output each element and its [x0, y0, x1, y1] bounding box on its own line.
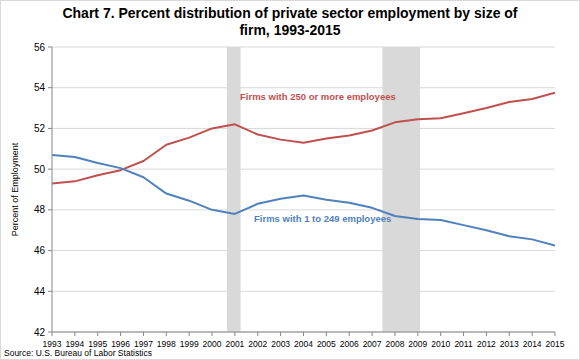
grid-line	[52, 169, 555, 170]
y-tick-label: 54	[34, 82, 46, 93]
y-tick	[48, 87, 52, 88]
grid-line	[52, 209, 555, 210]
title-line: firm, 1993-2015	[239, 22, 340, 38]
x-tick-label: 1999	[180, 339, 199, 349]
x-tick-label: 2014	[523, 339, 542, 349]
x-tick	[349, 332, 350, 336]
shaded-range	[227, 47, 241, 332]
x-tick-label: 2006	[340, 339, 359, 349]
y-axis	[52, 47, 53, 332]
y-tick-label: 48	[34, 204, 46, 215]
y-tick	[48, 47, 52, 48]
title: Chart 7. Percent distribution of private…	[62, 5, 517, 38]
grid-line	[52, 250, 555, 251]
series-line	[52, 155, 555, 246]
y-tick	[48, 209, 52, 210]
x-tick-label: 2000	[203, 339, 222, 349]
y-tick	[48, 250, 52, 251]
x-tick-label: 2004	[294, 339, 313, 349]
x-tick	[532, 332, 533, 336]
x-tick	[212, 332, 213, 336]
y-tick	[48, 291, 52, 292]
x-tick	[303, 332, 304, 336]
x-tick	[280, 332, 281, 336]
x-tick	[143, 332, 144, 336]
x-tick-label: 2002	[248, 339, 267, 349]
x-tick	[326, 332, 327, 336]
x-tick-label: 2008	[385, 339, 404, 349]
y-tick-label: 46	[34, 245, 46, 256]
x-tick-label: 2012	[477, 339, 496, 349]
x-tick-label: 2015	[546, 339, 565, 349]
x-tick	[166, 332, 167, 336]
x-tick	[555, 332, 556, 336]
x-tick	[97, 332, 98, 336]
y-tick-label: 42	[34, 327, 46, 338]
source: Source: U.S. Bureau of Labor Statistics	[4, 348, 152, 358]
x-tick	[417, 332, 418, 336]
x-tick-label: 1998	[157, 339, 176, 349]
x-tick	[372, 332, 373, 336]
shaded-range	[382, 47, 420, 332]
x-tick	[74, 332, 75, 336]
grid-line	[52, 128, 555, 129]
y-tick	[48, 169, 52, 170]
y-axis-label: Percent of Employment	[10, 142, 20, 236]
x-tick-label: 2009	[408, 339, 427, 349]
chart: 4244464850525456199319941995199619971998…	[0, 0, 580, 360]
plot-area	[52, 47, 555, 332]
x-tick	[52, 332, 53, 336]
x-tick-label: 2001	[225, 339, 244, 349]
x-tick-label: 2010	[431, 339, 450, 349]
x-tick	[486, 332, 487, 336]
x-tick	[189, 332, 190, 336]
y-tick-label: 52	[34, 123, 46, 134]
x-tick	[509, 332, 510, 336]
title-line: Chart 7. Percent distribution of private…	[62, 5, 517, 21]
x-tick-label: 2011	[454, 339, 473, 349]
x-tick	[440, 332, 441, 336]
x-tick	[394, 332, 395, 336]
x-tick-label: 2005	[317, 339, 336, 349]
chart-frame	[1, 1, 580, 360]
y-tick	[48, 128, 52, 129]
x-tick-label: 2003	[271, 339, 290, 349]
grid-line	[52, 47, 555, 48]
x-tick	[234, 332, 235, 336]
grid-line	[52, 87, 555, 88]
x-tick	[257, 332, 258, 336]
y-tick-label: 50	[34, 164, 46, 175]
y-tick	[48, 332, 52, 333]
x-tick-label: 2013	[500, 339, 519, 349]
y-tick-label: 44	[34, 286, 46, 297]
x-tick	[463, 332, 464, 336]
y-tick-label: 56	[34, 42, 46, 53]
series-label: Firms with 1 to 249 employees	[254, 213, 391, 224]
x-tick-label: 2007	[363, 339, 382, 349]
series-label: Firms with 250 or more employees	[240, 91, 396, 102]
grid-line	[52, 291, 555, 292]
x-tick	[120, 332, 121, 336]
